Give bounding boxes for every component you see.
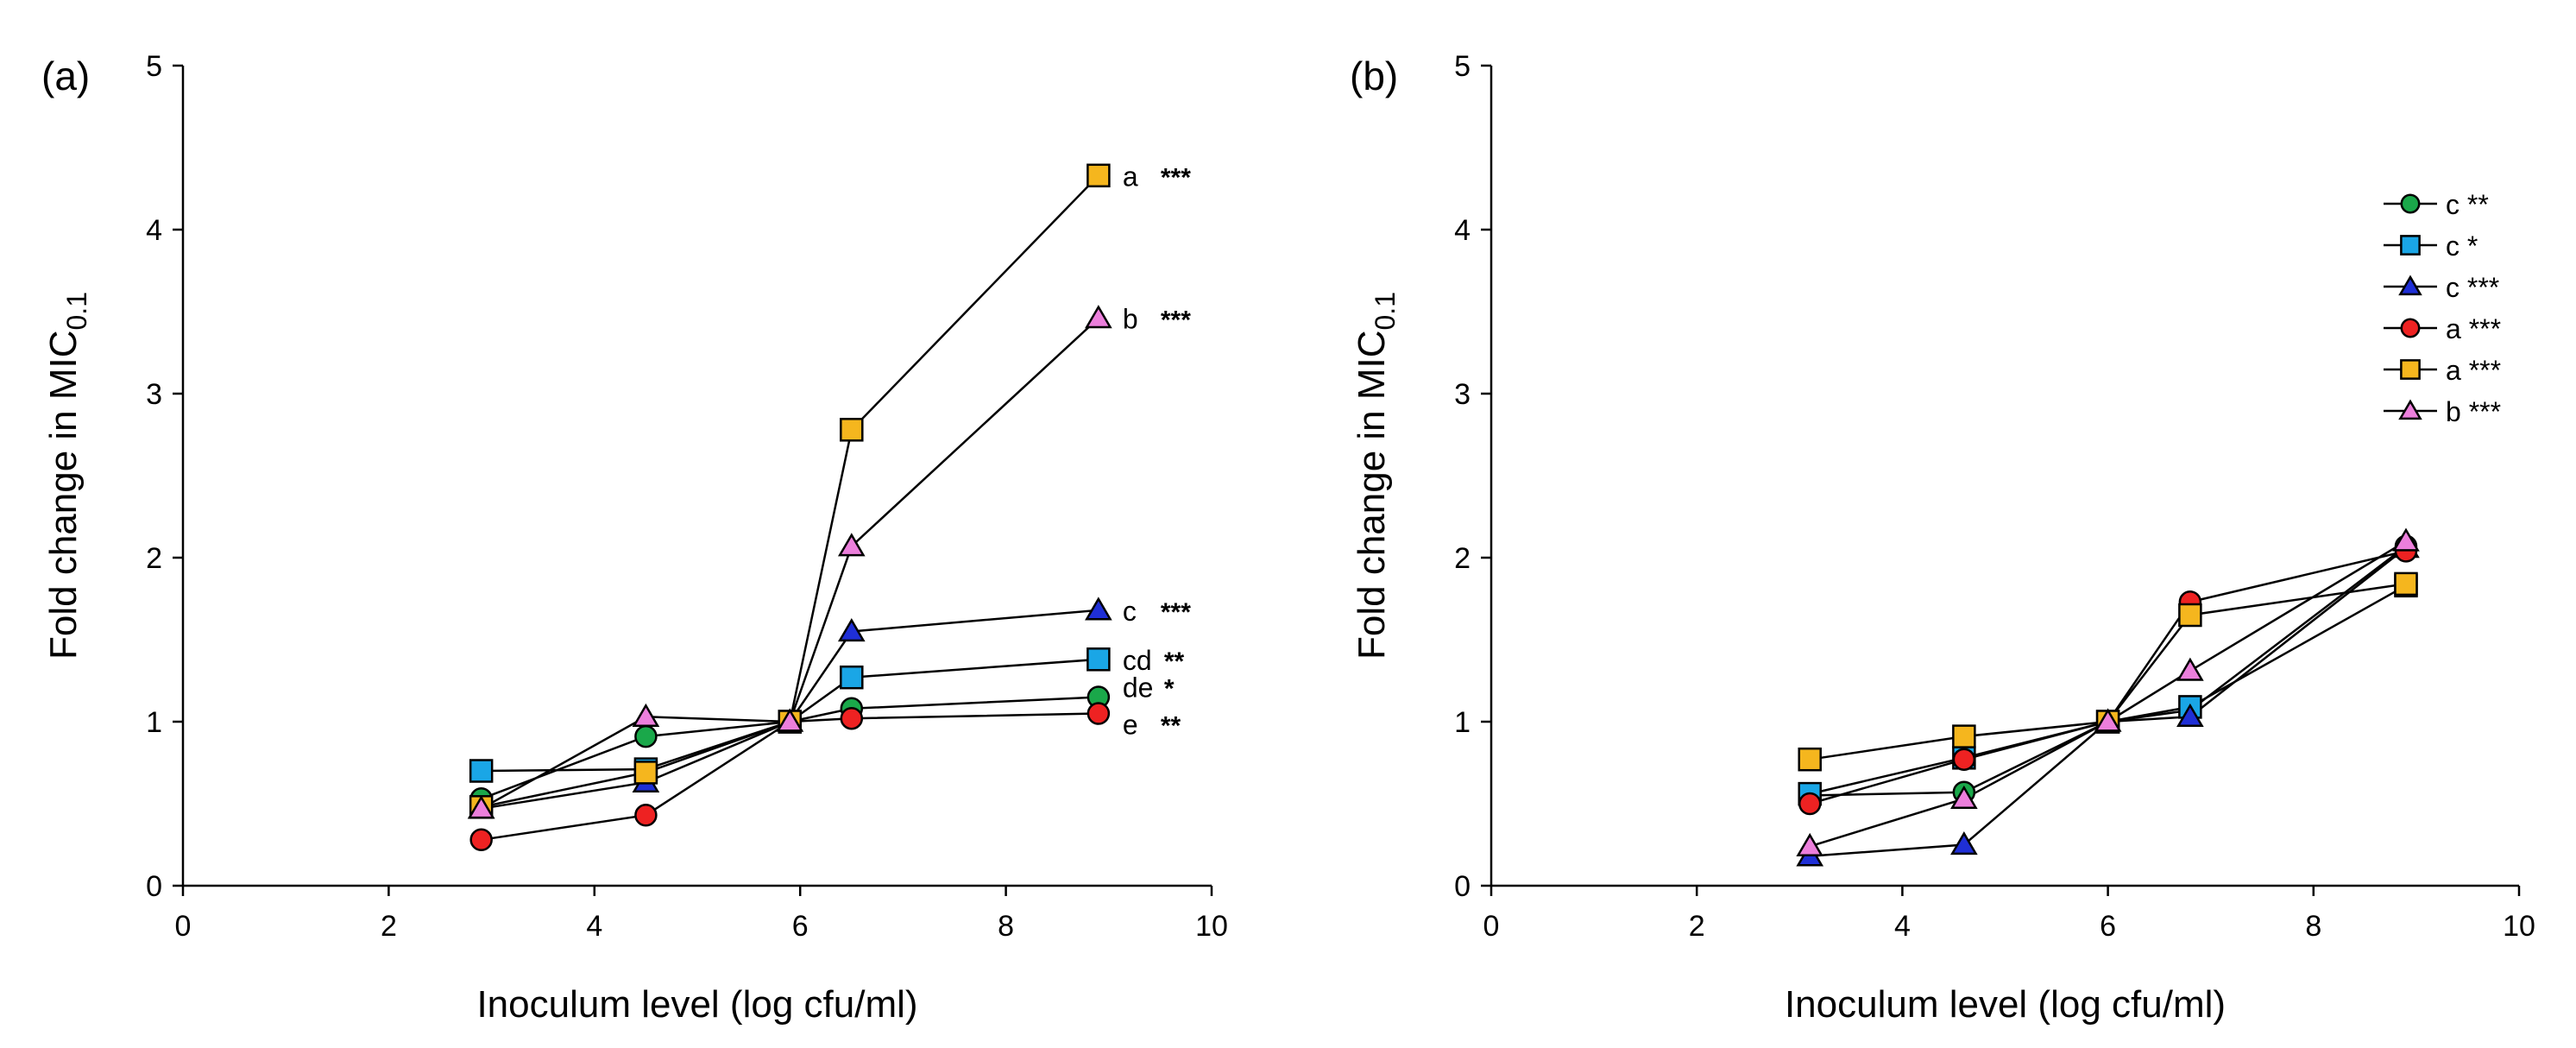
x-tick-label: 6	[2100, 910, 2116, 943]
legend-label: c *	[2446, 230, 2478, 262]
y-tick-label: 2	[1454, 542, 1471, 575]
data-point	[837, 533, 866, 557]
significance-stars: **	[1161, 712, 1181, 741]
x-axis-title: Inoculum level (log cfu/ml)	[476, 983, 917, 1026]
legend: c ** c * c *** a *** a *** b ***	[2384, 189, 2501, 427]
data-point	[840, 418, 864, 442]
panel-label: (a)	[41, 54, 90, 98]
data-point	[1950, 785, 1978, 809]
x-tick-label: 8	[998, 910, 1014, 943]
y-axis-title: Fold change in MIC0.1	[42, 292, 92, 660]
x-tick-label: 4	[1894, 910, 1911, 943]
significance-letter: b	[1123, 304, 1138, 335]
y-tick-label: 1	[146, 706, 162, 739]
y-tick-label: 3	[1454, 378, 1471, 411]
data-point	[469, 828, 493, 852]
legend-marker	[2398, 399, 2422, 420]
panel-label: (b)	[1350, 54, 1398, 98]
data-point	[1952, 724, 1976, 748]
data-point	[1952, 748, 1976, 771]
significance-letter: a	[1123, 161, 1138, 192]
legend-marker	[2400, 318, 2421, 338]
data-point	[2392, 527, 2420, 552]
data-point	[1798, 747, 1822, 772]
x-tick-label: 10	[1195, 910, 1228, 943]
significance-letter: e	[1123, 710, 1138, 741]
x-tick-label: 0	[1483, 910, 1500, 943]
legend-label: a ***	[2446, 355, 2501, 386]
legend-marker	[2400, 235, 2421, 256]
data-point	[634, 724, 658, 748]
legend-marker	[2400, 359, 2421, 380]
significance-stars: ***	[1161, 163, 1191, 192]
x-tick-label: 0	[175, 910, 192, 943]
y-tick-label: 0	[1454, 870, 1471, 903]
y-axis-title: Fold change in MIC0.1	[1351, 292, 1401, 660]
data-point	[2178, 603, 2202, 628]
data-point	[840, 665, 864, 690]
y-tick-label: 5	[146, 50, 162, 83]
data-point	[469, 759, 494, 783]
significance-stars: ***	[1161, 306, 1191, 335]
y-tick-label: 5	[1454, 50, 1471, 83]
data-point	[633, 761, 658, 785]
chart-panel-b: 0 1 2 3 4 5 0 2 4 6 8 10 Inoculum level (log cfu/ml)…	[1350, 50, 2535, 1026]
series-line	[1810, 545, 2407, 797]
significance-stars: *	[1164, 675, 1175, 704]
y-tick-label: 0	[146, 870, 162, 903]
x-tick-label: 4	[586, 910, 602, 943]
data-point	[632, 703, 660, 727]
data-point	[776, 708, 804, 732]
data-point	[1798, 792, 1822, 816]
data-point	[1085, 597, 1112, 621]
significance-stars: ***	[1161, 598, 1191, 627]
data-point	[2176, 657, 2204, 681]
y-tick-label: 3	[146, 378, 162, 411]
y-tick-label: 4	[1454, 214, 1471, 247]
legend-label: b ***	[2446, 396, 2501, 427]
data-point	[467, 795, 495, 819]
x-axis-title: Inoculum level (log cfu/ml)	[1785, 983, 2226, 1026]
x-tick-label: 8	[2305, 910, 2321, 943]
data-point	[2094, 708, 2122, 732]
data-point	[1086, 647, 1111, 672]
data-point	[1950, 831, 1978, 855]
data-point	[2394, 571, 2418, 597]
data-point	[634, 804, 658, 827]
data-point	[1086, 702, 1111, 725]
y-tick-label: 4	[146, 214, 162, 247]
chart-panel-a: 0 1 2 3 4 5 0 2 4 6 8 10 Inoculum level (log cfu/ml)…	[41, 50, 1228, 1026]
data-point	[1086, 163, 1111, 188]
x-tick-label: 6	[792, 910, 809, 943]
series-line	[1809, 550, 2407, 805]
legend-marker	[2398, 275, 2422, 296]
y-tick-label: 2	[146, 542, 162, 575]
legend-marker	[2400, 193, 2421, 214]
legend-label: c ***	[2446, 272, 2499, 303]
data-point	[837, 618, 866, 642]
significance-letter: c	[1123, 596, 1137, 627]
data-point	[1796, 832, 1824, 857]
data-point	[1085, 305, 1112, 329]
significance-letter: de	[1123, 672, 1154, 704]
y-tick-label: 1	[1454, 706, 1471, 739]
data-point	[2176, 703, 2204, 727]
x-tick-label: 10	[2503, 910, 2535, 943]
significance-stars: **	[1164, 647, 1185, 676]
x-tick-label: 2	[381, 910, 397, 943]
x-tick-label: 2	[1689, 910, 1705, 943]
legend-label: a ***	[2446, 313, 2501, 344]
significance-letter: cd	[1123, 645, 1152, 676]
data-point	[840, 706, 864, 730]
series-line	[481, 317, 1099, 810]
series-line	[1809, 540, 2407, 848]
legend-label: c **	[2446, 189, 2489, 220]
